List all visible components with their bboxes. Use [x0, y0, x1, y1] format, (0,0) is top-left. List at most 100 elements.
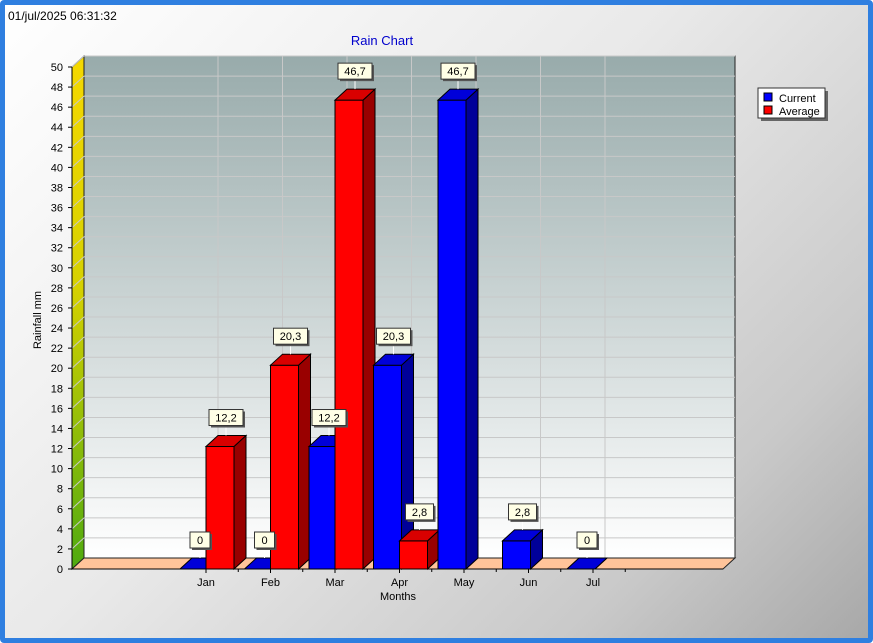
- gridline-wall: [71, 517, 85, 530]
- data-label-box: [273, 327, 308, 345]
- data-label-box: [254, 531, 275, 549]
- legend-swatch-average: [763, 105, 773, 115]
- y-tick-label: 18: [51, 383, 63, 395]
- bar-current-may-front: [437, 99, 467, 570]
- x-axis-label: Months: [380, 591, 417, 603]
- bar-average-feb-top: [269, 353, 312, 366]
- data-label-current-jan: 0: [189, 531, 212, 558]
- data-label-text: 2,8: [515, 507, 530, 519]
- gridline-wall: [71, 457, 85, 469]
- data-label-box: [376, 327, 411, 345]
- gridline-wall: [71, 176, 85, 188]
- data-label-box: [189, 531, 211, 549]
- gridline-wall: [71, 236, 85, 249]
- data-label-box: [337, 62, 373, 80]
- y-tick-label: 22: [51, 343, 63, 355]
- gridline-wall: [71, 95, 85, 108]
- bar-average-jan-top: [204, 435, 248, 448]
- bar-average-mar-front: [334, 99, 364, 570]
- gridline-wall: [71, 477, 85, 490]
- data-label-text: 12,2: [215, 413, 236, 425]
- bar-current-mar-front: [308, 446, 338, 570]
- y-tick-label: 14: [51, 423, 63, 435]
- y-tick-label: 38: [51, 182, 63, 194]
- data-label-average-jan: 12,2: [208, 409, 245, 436]
- bar-average-apr: [398, 528, 441, 571]
- data-label-text: 0: [197, 535, 203, 547]
- y-tick-label: 46: [51, 102, 63, 114]
- gridline-wall: [71, 115, 85, 128]
- y-tick-label: 32: [51, 243, 63, 255]
- x-tick-label: May: [454, 577, 475, 589]
- gridline-wall: [71, 135, 85, 148]
- gridline-wall: [71, 417, 85, 429]
- x-tick-label: Mar: [326, 577, 345, 589]
- bar-current-may-side: [465, 87, 479, 571]
- y-tick-label: 0: [57, 564, 63, 576]
- legend-label-average: Average: [779, 106, 820, 118]
- y-tick-label: 42: [51, 142, 63, 154]
- bar-current-may-top: [436, 88, 480, 101]
- legend-swatch-current: [763, 92, 773, 102]
- data-label-text: 0: [584, 535, 590, 547]
- x-tick-label: Jun: [520, 577, 538, 589]
- data-label-box: [311, 409, 347, 427]
- data-label-current-mar: 12,2: [311, 409, 348, 436]
- gridline-wall: [71, 336, 85, 349]
- timestamp-label: 01/jul/2025 06:31:32: [8, 9, 117, 23]
- gridline-wall: [71, 316, 85, 329]
- x-tick-label: Apr: [391, 577, 408, 589]
- y-tick-label: 28: [51, 283, 63, 295]
- legend-label-current: Current: [779, 93, 816, 105]
- y-tick-label: 24: [51, 323, 63, 335]
- gridline-wall: [71, 156, 85, 168]
- bar-average-jan-front: [205, 446, 235, 570]
- bar-current-apr-front: [373, 364, 402, 570]
- data-label-text: 20,3: [280, 331, 301, 343]
- y-tick-label: 40: [51, 162, 63, 174]
- y-tick-label: 20: [51, 363, 63, 375]
- legend: Current Average: [757, 87, 828, 121]
- data-label-current-apr: 20,3: [376, 327, 413, 355]
- gridline-wall: [71, 376, 85, 389]
- y-tick-label: 30: [51, 263, 63, 275]
- y-axis: 0246810121416182022242628303234363840424…: [51, 62, 73, 576]
- y-tick-label: 6: [57, 504, 63, 516]
- y-tick-label: 26: [51, 303, 63, 315]
- y-tick-label: 2: [57, 544, 63, 556]
- y-tick-label: 44: [51, 122, 63, 134]
- data-label-average-feb: 20,3: [273, 327, 310, 355]
- data-label-text: 2,8: [412, 507, 427, 519]
- x-axis: Jan Feb Mar Apr May Jun Jul: [72, 568, 723, 589]
- gridline-wall: [71, 256, 85, 269]
- y-tick-label: 34: [51, 223, 63, 235]
- data-label-box: [576, 531, 598, 549]
- bar-average-apr-front: [399, 540, 428, 570]
- data-label-text: 46,7: [447, 66, 468, 78]
- bar-average-jan-side: [233, 434, 247, 571]
- y-tick-label: 48: [51, 82, 63, 94]
- gridline-wall: [71, 55, 85, 68]
- data-label-current-may: 46,7: [440, 62, 477, 90]
- data-label-text: 20,3: [383, 331, 404, 343]
- gridline-wall: [71, 396, 85, 409]
- y-tick-label: 12: [51, 444, 63, 456]
- data-label-box: [440, 62, 476, 80]
- data-label-current-feb: 0: [254, 531, 277, 558]
- data-label-text: 12,2: [318, 413, 339, 425]
- bar-current-jun-top: [501, 529, 544, 542]
- data-label-average-apr: 2,8: [405, 503, 436, 530]
- y-tick-label: 10: [51, 464, 63, 476]
- data-label-box: [208, 409, 244, 427]
- data-label-box: [508, 503, 537, 521]
- gridline-wall: [71, 437, 85, 449]
- bar-average-mar: [333, 87, 377, 571]
- gridline-wall: [71, 296, 85, 309]
- chart-title: Rain Chart: [351, 33, 414, 48]
- bar-current-jul: [565, 557, 609, 570]
- data-label-current-jul: 0: [576, 531, 599, 558]
- gridline-wall: [71, 356, 85, 369]
- bar-current-may: [436, 87, 480, 571]
- y-axis-label: Rainfall mm: [32, 291, 44, 349]
